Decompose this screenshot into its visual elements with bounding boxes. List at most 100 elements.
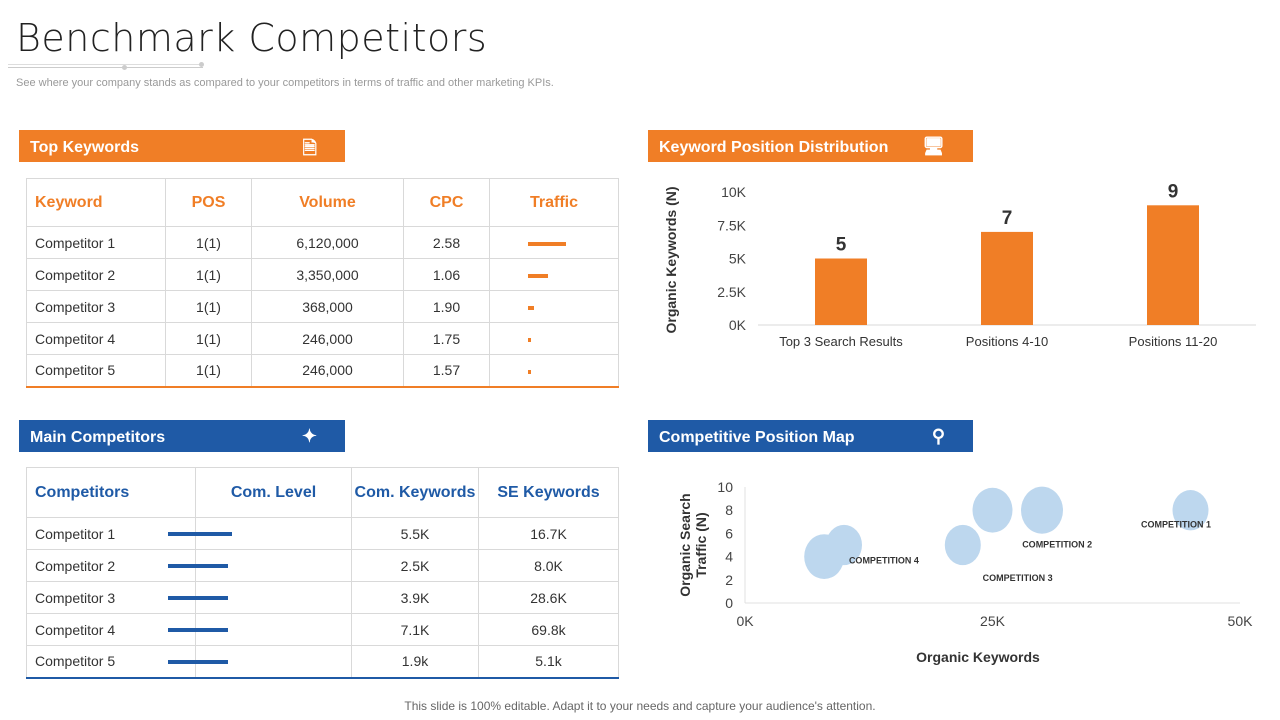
table-row: Competitor 3 1(1) 368,000 1.90	[26, 290, 619, 323]
table-row: Competitor 2 1(1) 3,350,000 1.06	[26, 258, 619, 291]
document-icon: 🗎	[302, 138, 317, 158]
bubble-label: COMPETITION 3	[983, 573, 1053, 583]
traffic-bar	[528, 273, 548, 278]
y-tick-label: 2	[725, 572, 733, 588]
bar	[815, 258, 867, 325]
column-header: Keyword	[26, 178, 166, 227]
main-competitors-header: Main Competitors ✦	[19, 420, 345, 452]
cell-pos: 1(1)	[165, 290, 252, 323]
cell-volume: 246,000	[251, 354, 404, 388]
cell-cpc: 2.58	[403, 226, 490, 259]
traffic-bar	[528, 369, 532, 374]
bubble	[944, 524, 981, 566]
y-tick-label: 8	[725, 502, 733, 518]
y-tick-label: 0	[725, 595, 733, 611]
bubble	[826, 524, 862, 566]
cell-level	[168, 645, 352, 679]
cell-level	[168, 517, 352, 550]
keyword-position-header: Keyword Position Distribution 🖥	[648, 130, 973, 162]
cell-volume: 368,000	[251, 290, 404, 323]
cell-name: Competitor 1	[26, 517, 196, 550]
column-header: Com. Level	[195, 467, 352, 518]
cell-keyword: Competitor 2	[26, 258, 166, 291]
cell-pos: 1(1)	[165, 226, 252, 259]
data-label: 7	[1002, 208, 1013, 229]
cell-com_keywords: 1.9k	[351, 645, 479, 679]
footer: This slide is 100% editable. Adapt it to…	[404, 699, 876, 713]
position-map-header: Competitive Position Map ⚲	[648, 420, 973, 452]
column-header: Com. Keywords	[351, 467, 479, 518]
cell-pos: 1(1)	[165, 354, 252, 388]
bubble-label: COMPETITION 2	[1022, 539, 1092, 549]
table-row: Competitor 1 1(1) 6,120,000 2.58	[26, 226, 619, 259]
table-row: Competitor 5 1.9k 5.1k	[26, 645, 619, 679]
com-level-bar	[168, 628, 229, 632]
y-tick-label: 4	[725, 549, 733, 565]
cell-keyword: Competitor 4	[26, 322, 166, 355]
divider	[8, 64, 203, 65]
section-title: Top Keywords	[30, 139, 140, 156]
x-tick-label: Positions 4-10	[966, 334, 1048, 349]
cell-pos: 1(1)	[165, 258, 252, 291]
bubble	[1021, 486, 1063, 534]
network-icon: ✦	[301, 426, 317, 446]
cell-level	[168, 613, 352, 646]
main-competitors-table: Competitors Com. Level Com. Keywords SE …	[26, 467, 619, 679]
keyword-position-chart: 0K 2.5K 5K 7.5K 10K 5 Top 3 Search Results 7 Pos…	[717, 181, 1256, 349]
top-keywords-header: Top Keywords 🗎	[19, 130, 345, 162]
page-title: Benchmark Competitors	[16, 16, 488, 60]
divider-dot	[199, 62, 204, 67]
cell-se_keywords: 16.7K	[478, 517, 619, 550]
cell-cpc: 1.90	[403, 290, 490, 323]
x-tick-label: Positions 11-20	[1129, 334, 1218, 349]
cell-cpc: 1.75	[403, 322, 490, 355]
monitor-icon: 🖥	[922, 136, 945, 156]
x-tick-label: 25K	[980, 613, 1006, 629]
x-tick-label: 50K	[1228, 613, 1254, 629]
com-level-bar	[168, 660, 229, 664]
bubble	[972, 487, 1013, 533]
table-row: Competitor 3 3.9K 28.6K	[26, 581, 619, 614]
column-header: CPC	[403, 178, 490, 227]
top-keywords-table: Keyword POS Volume CPC Traffic Competito…	[26, 178, 619, 388]
y-tick-label: 6	[725, 525, 733, 541]
traffic-bar	[528, 241, 566, 246]
cell-com_keywords: 7.1K	[351, 613, 479, 646]
cell-traffic	[489, 354, 619, 388]
com-level-bar	[168, 596, 229, 600]
traffic-bar	[528, 305, 535, 310]
cell-com_keywords: 5.5K	[351, 517, 479, 550]
column-header: Competitors	[26, 467, 196, 518]
cell-cpc: 1.57	[403, 354, 490, 388]
cell-traffic	[489, 322, 619, 355]
table-row: Competitor 1 5.5K 16.7K	[26, 517, 619, 550]
cell-traffic	[489, 258, 619, 291]
column-header: Volume	[251, 178, 404, 227]
cell-com_keywords: 2.5K	[351, 549, 479, 582]
table-row: Competitor 2 2.5K 8.0K	[26, 549, 619, 582]
y-tick-label: 10	[717, 479, 733, 495]
cell-keyword: Competitor 5	[26, 354, 166, 388]
cell-name: Competitor 2	[26, 549, 196, 582]
cell-keyword: Competitor 1	[26, 226, 166, 259]
bar	[1147, 205, 1199, 325]
y-tick-label: 5K	[729, 251, 747, 267]
x-tick-label: 0K	[736, 613, 754, 629]
bubble	[1172, 490, 1209, 531]
divider	[8, 67, 203, 68]
data-label: 9	[1168, 181, 1179, 202]
divider-dot	[122, 65, 127, 70]
cell-pos: 1(1)	[165, 322, 252, 355]
bubble-label: COMPETITION 1	[1141, 520, 1211, 530]
x-axis-label: Organic Keywords	[916, 649, 1040, 665]
bubble-label: COMPETITION 4	[849, 556, 919, 566]
table-row: Competitor 5 1(1) 246,000 1.57	[26, 354, 619, 388]
y-tick-label: 0K	[729, 317, 747, 333]
cell-traffic	[489, 290, 619, 323]
cell-cpc: 1.06	[403, 258, 490, 291]
cell-se_keywords: 5.1k	[478, 645, 619, 679]
section-title: Competitive Position Map	[659, 429, 855, 446]
com-level-bar	[168, 532, 232, 536]
cell-volume: 6,120,000	[251, 226, 404, 259]
traffic-bar	[528, 337, 532, 342]
